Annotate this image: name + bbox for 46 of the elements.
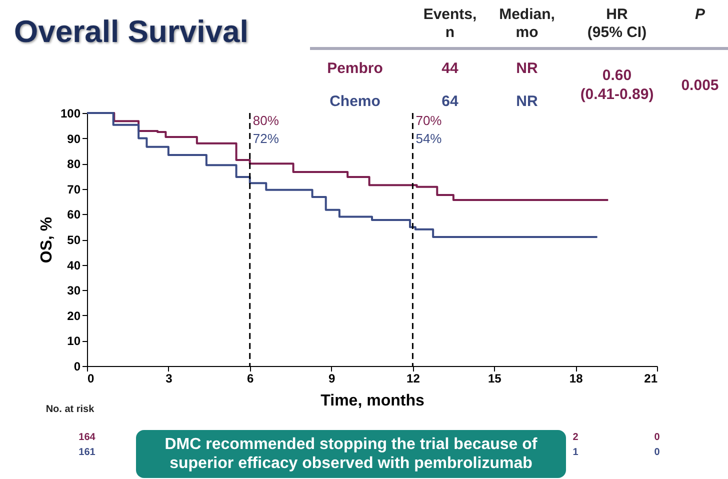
x-tick-label: 6 <box>247 372 254 386</box>
text: Pembro <box>326 59 384 78</box>
x-tick-label: 3 <box>166 372 173 386</box>
y-tick-label: 30 <box>67 284 81 298</box>
x-tick-label: 9 <box>328 372 336 386</box>
y-tick-label: 10 <box>67 334 81 348</box>
y-tick-label: 40 <box>67 258 81 272</box>
y-tick-label: 20 <box>67 308 81 323</box>
text: NR <box>515 92 539 111</box>
text: 64 <box>440 92 460 111</box>
y-tick-label: 100 <box>60 106 81 120</box>
text: P <box>694 6 706 24</box>
text: 44 <box>440 59 460 78</box>
y-tick-label: 90 <box>67 132 81 146</box>
annotation: 80% <box>252 113 280 128</box>
chart-title: Overall Survival <box>14 14 248 50</box>
annotation: 70% <box>416 113 442 128</box>
x-axis-title: Time, months <box>320 392 424 410</box>
text: Events, n <box>423 6 477 41</box>
x-tick-label: 21 <box>644 372 658 386</box>
x-tick-label: 18 <box>569 372 584 386</box>
x-tick-label: 15 <box>488 372 502 386</box>
text: 1 <box>572 447 580 458</box>
text: HR (95% CI) <box>586 6 648 42</box>
annotation: 72% <box>252 131 280 146</box>
text: 161 <box>78 447 96 458</box>
y-tick-label: 60 <box>67 208 81 222</box>
text: No. at risk <box>44 404 96 415</box>
annotation: 54% <box>416 131 442 146</box>
y-tick-label: 0 <box>74 360 81 374</box>
text: 164 <box>78 432 96 443</box>
text: DMC recommended stopping the trial because of superior efficacy observed with pembrolizumab <box>136 430 566 478</box>
text: 0.005 <box>680 76 720 95</box>
text: Chemo <box>328 92 382 111</box>
text: Median, mo <box>499 6 555 41</box>
y-tick-label: 80 <box>67 157 81 172</box>
text: 0 <box>653 432 661 443</box>
x-tick-label: 0 <box>88 372 94 386</box>
y-tick-label: 70 <box>67 182 81 196</box>
x-tick-label: 12 <box>406 372 420 386</box>
text: 0.60 (0.41-0.89) <box>579 66 655 104</box>
y-tick-label: 50 <box>67 233 81 247</box>
text: 2 <box>572 432 580 443</box>
text: NR <box>515 59 539 78</box>
text: 0 <box>653 447 661 458</box>
y-axis-title: OS, % <box>38 216 56 264</box>
